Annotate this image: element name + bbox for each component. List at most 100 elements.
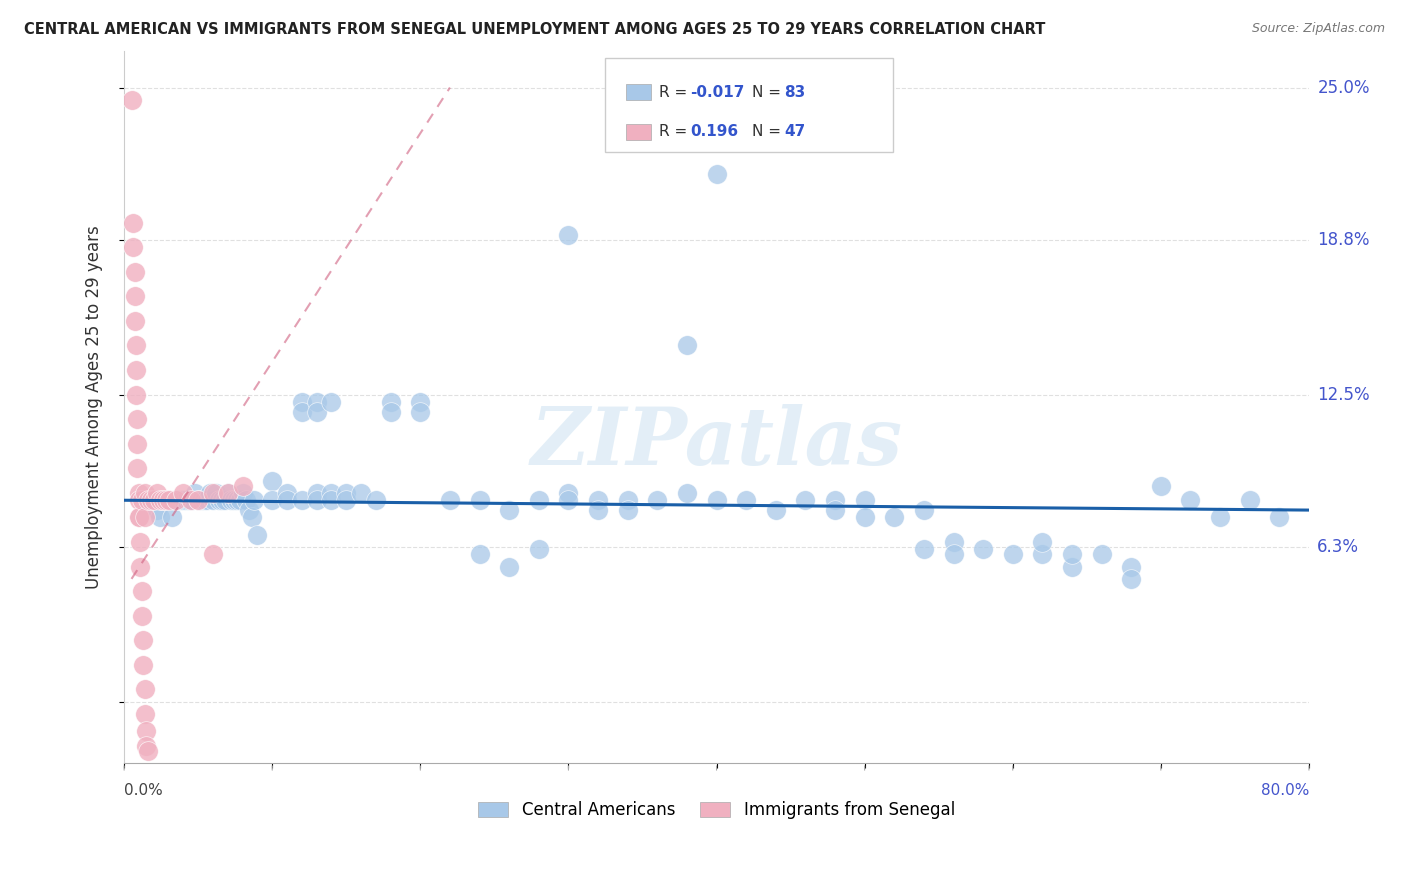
- Point: [262, 474, 284, 488]
- Point: [163, 493, 186, 508]
- Point: [1268, 510, 1291, 524]
- Point: [409, 405, 432, 419]
- Point: [142, 493, 165, 508]
- Point: [912, 503, 935, 517]
- Point: [208, 493, 231, 508]
- Point: [134, 510, 156, 524]
- Text: Source: ZipAtlas.com: Source: ZipAtlas.com: [1251, 22, 1385, 36]
- Point: [824, 503, 846, 517]
- Point: [122, 216, 145, 230]
- Point: [184, 486, 207, 500]
- Text: 25.0%: 25.0%: [1317, 78, 1369, 96]
- Point: [176, 493, 198, 508]
- Point: [1180, 493, 1202, 508]
- Point: [228, 493, 250, 508]
- Point: [321, 395, 343, 409]
- Point: [439, 493, 461, 508]
- Point: [912, 542, 935, 557]
- Text: N =: N =: [752, 85, 786, 100]
- Point: [225, 493, 247, 508]
- Point: [172, 493, 194, 508]
- Point: [706, 493, 728, 508]
- Point: [240, 510, 263, 524]
- Text: -0.017: -0.017: [690, 85, 745, 100]
- Point: [129, 535, 152, 549]
- Point: [1060, 547, 1083, 561]
- Point: [128, 486, 150, 500]
- Point: [187, 493, 209, 508]
- Point: [972, 542, 994, 557]
- Legend: Central Americans, Immigrants from Senegal: Central Americans, Immigrants from Seneg…: [471, 795, 962, 826]
- Point: [219, 493, 242, 508]
- Point: [276, 493, 298, 508]
- Point: [131, 608, 153, 623]
- Point: [557, 227, 579, 242]
- Point: [124, 314, 146, 328]
- Point: [160, 510, 183, 524]
- Point: [124, 265, 146, 279]
- Point: [765, 503, 787, 517]
- Point: [335, 493, 357, 508]
- Point: [187, 493, 209, 508]
- Point: [217, 486, 239, 500]
- Point: [246, 527, 269, 541]
- Point: [121, 93, 143, 107]
- Point: [262, 493, 284, 508]
- Point: [214, 493, 236, 508]
- Point: [616, 493, 638, 508]
- Point: [853, 510, 876, 524]
- Point: [1121, 559, 1143, 574]
- Point: [190, 493, 212, 508]
- Point: [409, 395, 432, 409]
- Point: [131, 493, 153, 508]
- Text: 83: 83: [785, 85, 806, 100]
- Point: [616, 503, 638, 517]
- Point: [468, 493, 491, 508]
- Point: [235, 493, 257, 508]
- Point: [942, 547, 965, 561]
- Point: [134, 682, 156, 697]
- Point: [166, 493, 188, 508]
- Point: [172, 486, 194, 500]
- Point: [291, 405, 314, 419]
- Point: [645, 493, 668, 508]
- Text: 47: 47: [785, 124, 806, 139]
- Point: [205, 486, 228, 500]
- Point: [498, 559, 520, 574]
- Point: [165, 493, 187, 508]
- Point: [735, 493, 758, 508]
- Point: [305, 395, 328, 409]
- Point: [586, 503, 609, 517]
- Point: [1121, 572, 1143, 586]
- Point: [380, 395, 402, 409]
- Point: [883, 510, 905, 524]
- Point: [291, 493, 314, 508]
- Point: [350, 486, 373, 500]
- Point: [169, 493, 191, 508]
- Point: [1001, 547, 1024, 561]
- Point: [527, 493, 550, 508]
- Point: [824, 493, 846, 508]
- Point: [335, 486, 357, 500]
- Point: [232, 486, 254, 500]
- Point: [125, 363, 148, 377]
- Point: [1091, 547, 1114, 561]
- Point: [211, 493, 233, 508]
- Point: [291, 395, 314, 409]
- Point: [305, 405, 328, 419]
- Point: [131, 584, 153, 599]
- Point: [127, 412, 149, 426]
- Point: [180, 493, 202, 508]
- Point: [853, 493, 876, 508]
- Text: CENTRAL AMERICAN VS IMMIGRANTS FROM SENEGAL UNEMPLOYMENT AMONG AGES 25 TO 29 YEA: CENTRAL AMERICAN VS IMMIGRANTS FROM SENE…: [24, 22, 1045, 37]
- Point: [149, 493, 172, 508]
- Text: 0.196: 0.196: [690, 124, 738, 139]
- Point: [1150, 478, 1173, 492]
- Point: [676, 486, 699, 500]
- Point: [305, 486, 328, 500]
- Point: [132, 657, 155, 672]
- Text: R =: R =: [659, 124, 693, 139]
- Point: [155, 493, 177, 508]
- Point: [179, 493, 201, 508]
- Point: [127, 436, 149, 450]
